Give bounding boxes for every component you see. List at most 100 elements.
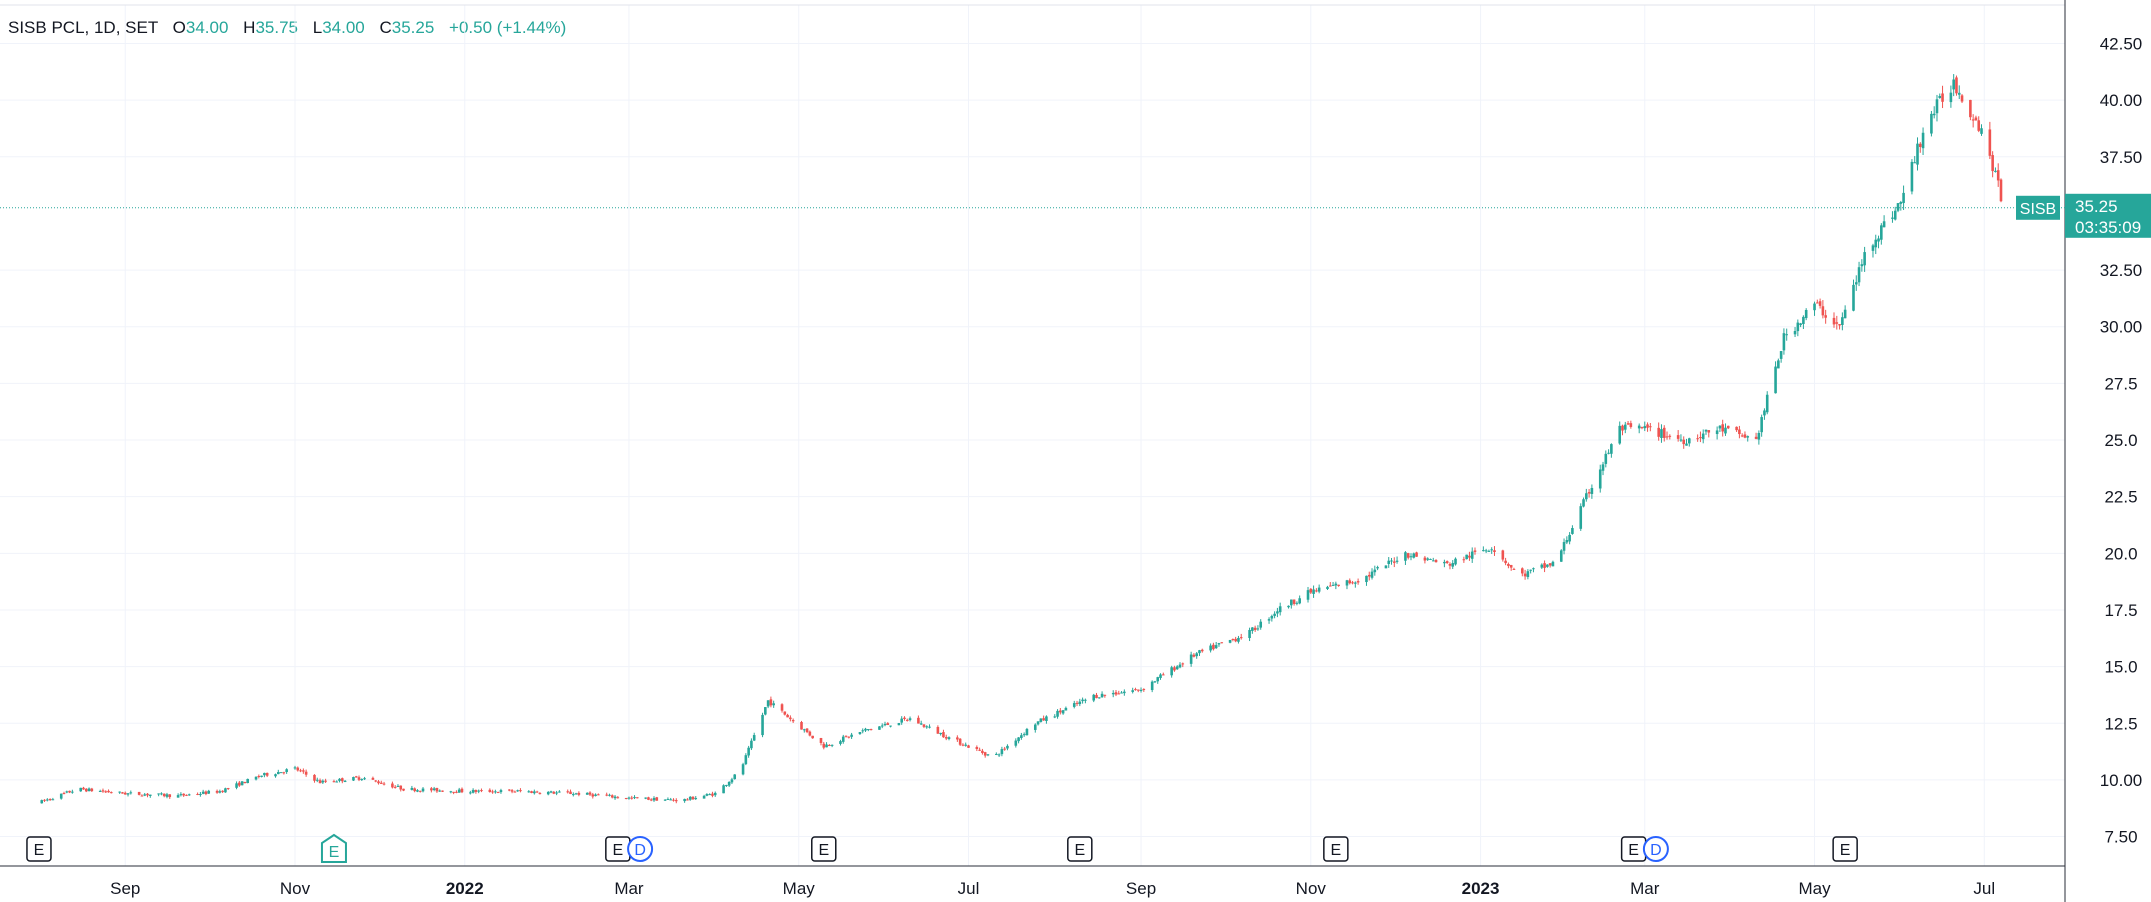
- earnings-marker[interactable]: E: [1323, 836, 1349, 862]
- candle-body: [772, 703, 775, 706]
- candle-body: [221, 790, 224, 792]
- candle-body: [413, 788, 416, 792]
- candle-body: [1198, 650, 1201, 654]
- earnings-marker-label: E: [1840, 842, 1851, 859]
- candle-body: [577, 792, 581, 795]
- candle-body: [1315, 590, 1318, 592]
- candle-body: [494, 791, 497, 793]
- candle-body: [858, 731, 862, 734]
- candle-body: [1607, 452, 1610, 454]
- candle-body: [691, 796, 695, 800]
- candle-body: [118, 791, 121, 793]
- earnings-marker[interactable]: E: [811, 836, 837, 862]
- candle-body: [588, 792, 592, 795]
- candle-body: [1384, 565, 1388, 569]
- candle-body: [137, 791, 141, 795]
- earnings-marker[interactable]: E: [1620, 836, 1647, 862]
- candle-body: [1838, 324, 1841, 326]
- candle-body: [925, 726, 929, 728]
- time-tick-label: Mar: [614, 879, 644, 898]
- earnings-marker[interactable]: E: [320, 833, 347, 863]
- dividend-marker-label: D: [1650, 842, 1662, 859]
- candle-body: [867, 729, 870, 731]
- candle-body: [1582, 499, 1585, 507]
- candle-body: [1585, 493, 1588, 500]
- candle-body: [1312, 589, 1315, 594]
- candle-body: [162, 793, 166, 797]
- price-tick-label: 42.50: [2100, 35, 2143, 54]
- candle-body: [1852, 284, 1855, 311]
- candle-body: [277, 772, 280, 775]
- candle-body: [82, 787, 85, 790]
- candle-body: [104, 791, 108, 793]
- candle-body: [1621, 425, 1624, 431]
- price-tick-label: 22.5: [2104, 488, 2137, 507]
- earnings-marker[interactable]: E: [1832, 836, 1858, 862]
- candle-body: [610, 795, 614, 798]
- candle-body: [1337, 584, 1340, 586]
- candle-body: [747, 747, 750, 756]
- candle-body: [299, 770, 302, 772]
- earnings-marker[interactable]: E: [605, 836, 631, 862]
- candle-body: [452, 791, 455, 793]
- candle-body: [1957, 92, 1961, 95]
- candle-body: [59, 793, 63, 799]
- candle-body: [549, 791, 553, 793]
- candle-body: [1893, 210, 1897, 220]
- chart-legend[interactable]: SISB PCL, 1D, SET O34.00 H35.75 L34.00 C…: [8, 18, 566, 38]
- candle-body: [1843, 309, 1847, 319]
- candle-body: [674, 800, 678, 802]
- candle-body: [830, 744, 834, 746]
- candle-body: [107, 790, 110, 793]
- time-tick-label: Nov: [280, 879, 311, 898]
- candle-body: [1006, 745, 1009, 749]
- candle-body: [274, 774, 277, 777]
- candle-body: [519, 790, 522, 792]
- candle-body: [958, 738, 962, 745]
- candle-body: [1017, 737, 1020, 742]
- candle-body: [79, 787, 83, 792]
- candle-body: [1629, 423, 1633, 427]
- time-tick-label: Jul: [958, 879, 980, 898]
- candle-body: [1295, 602, 1299, 604]
- candle-body: [499, 790, 503, 793]
- earnings-marker[interactable]: E: [1067, 836, 1093, 862]
- dividend-marker[interactable]: D: [1642, 836, 1669, 862]
- candle-body: [1189, 654, 1193, 664]
- candle-body: [43, 799, 46, 801]
- candle-body: [1977, 120, 1981, 131]
- candle-body: [1392, 561, 1396, 563]
- candle-body: [382, 783, 386, 785]
- legend-low-value: 34.00: [322, 18, 365, 37]
- price-tick-label: 32.50: [2100, 261, 2143, 280]
- candle-body: [652, 797, 656, 801]
- candle-body: [819, 737, 823, 743]
- candle-body: [1490, 549, 1493, 551]
- candle-body: [1354, 582, 1357, 584]
- candle-body: [363, 778, 366, 780]
- candle-body: [496, 792, 500, 794]
- candle-body: [438, 790, 442, 792]
- candle-body: [1142, 688, 1146, 690]
- legend-high-label: H: [243, 18, 256, 37]
- earnings-marker[interactable]: E: [26, 836, 52, 862]
- candle-body: [1114, 692, 1118, 695]
- candle-body: [1331, 584, 1335, 586]
- candle-body: [1871, 245, 1875, 251]
- candle-body: [1231, 639, 1235, 641]
- candle-body: [101, 790, 105, 792]
- dividend-marker[interactable]: D: [627, 836, 654, 862]
- candle-body: [750, 740, 753, 749]
- candle-body: [341, 778, 344, 782]
- candle-body: [1601, 464, 1605, 471]
- candle-body: [1765, 394, 1769, 413]
- candle-body: [1328, 585, 1332, 587]
- candle-body: [936, 726, 940, 734]
- candle-body: [143, 794, 147, 796]
- candle-body: [908, 718, 912, 721]
- candle-body: [1356, 581, 1360, 583]
- candle-body: [649, 799, 653, 801]
- candle-body: [1841, 317, 1844, 325]
- candle-body: [764, 707, 767, 715]
